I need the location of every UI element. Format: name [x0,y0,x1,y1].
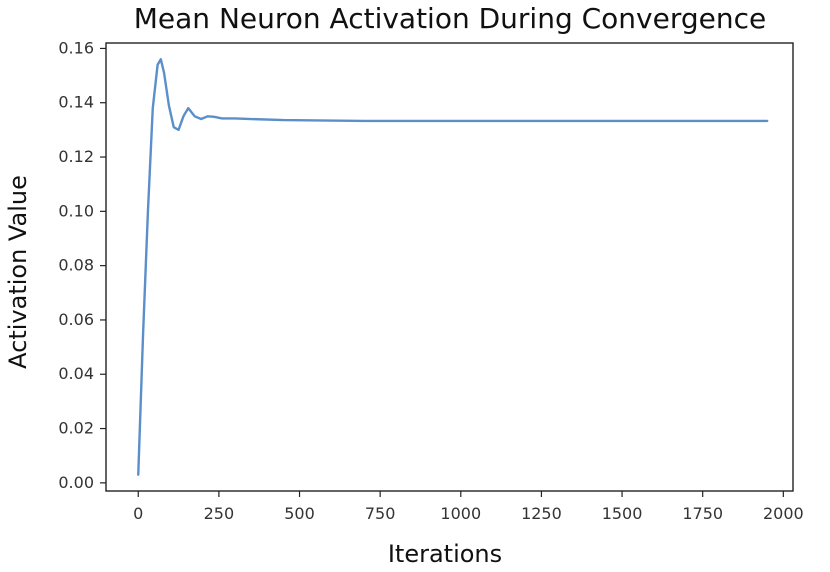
x-tick-label: 250 [204,504,235,523]
y-axis-ticks: 0.00 0.02 0.04 0.06 0.08 0.10 0.12 0.14 0.16 [58,38,106,492]
x-tick-label: 1500 [602,504,643,523]
x-tick-label: 500 [284,504,315,523]
x-tick-label: 750 [365,504,396,523]
series-layer [137,58,769,476]
y-tick-label: 0.04 [58,364,94,383]
x-tick-label: 1750 [682,504,723,523]
y-tick-label: 0.16 [58,38,94,57]
y-axis-label: Activation Value [4,175,32,369]
x-tick-label: 2000 [763,504,804,523]
x-axis-label: Iterations [388,540,502,568]
chart-title: Mean Neuron Activation During Convergenc… [134,2,767,35]
y-tick-label: 0.14 [58,93,94,112]
y-tick-label: 0.00 [58,473,94,492]
y-tick-label: 0.08 [58,256,94,275]
y-tick-label: 0.02 [58,419,94,438]
x-axis-ticks: 0 250 500 750 1000 1250 1500 1750 2000 [133,491,804,523]
x-tick-label: 1000 [440,504,481,523]
x-tick-label: 1250 [521,504,562,523]
y-tick-label: 0.10 [58,201,94,220]
x-tick-label: 0 [133,504,143,523]
y-tick-label: 0.06 [58,310,94,329]
plot-frame [105,42,794,492]
series-line-0 [137,58,769,476]
y-tick-label: 0.12 [58,147,94,166]
